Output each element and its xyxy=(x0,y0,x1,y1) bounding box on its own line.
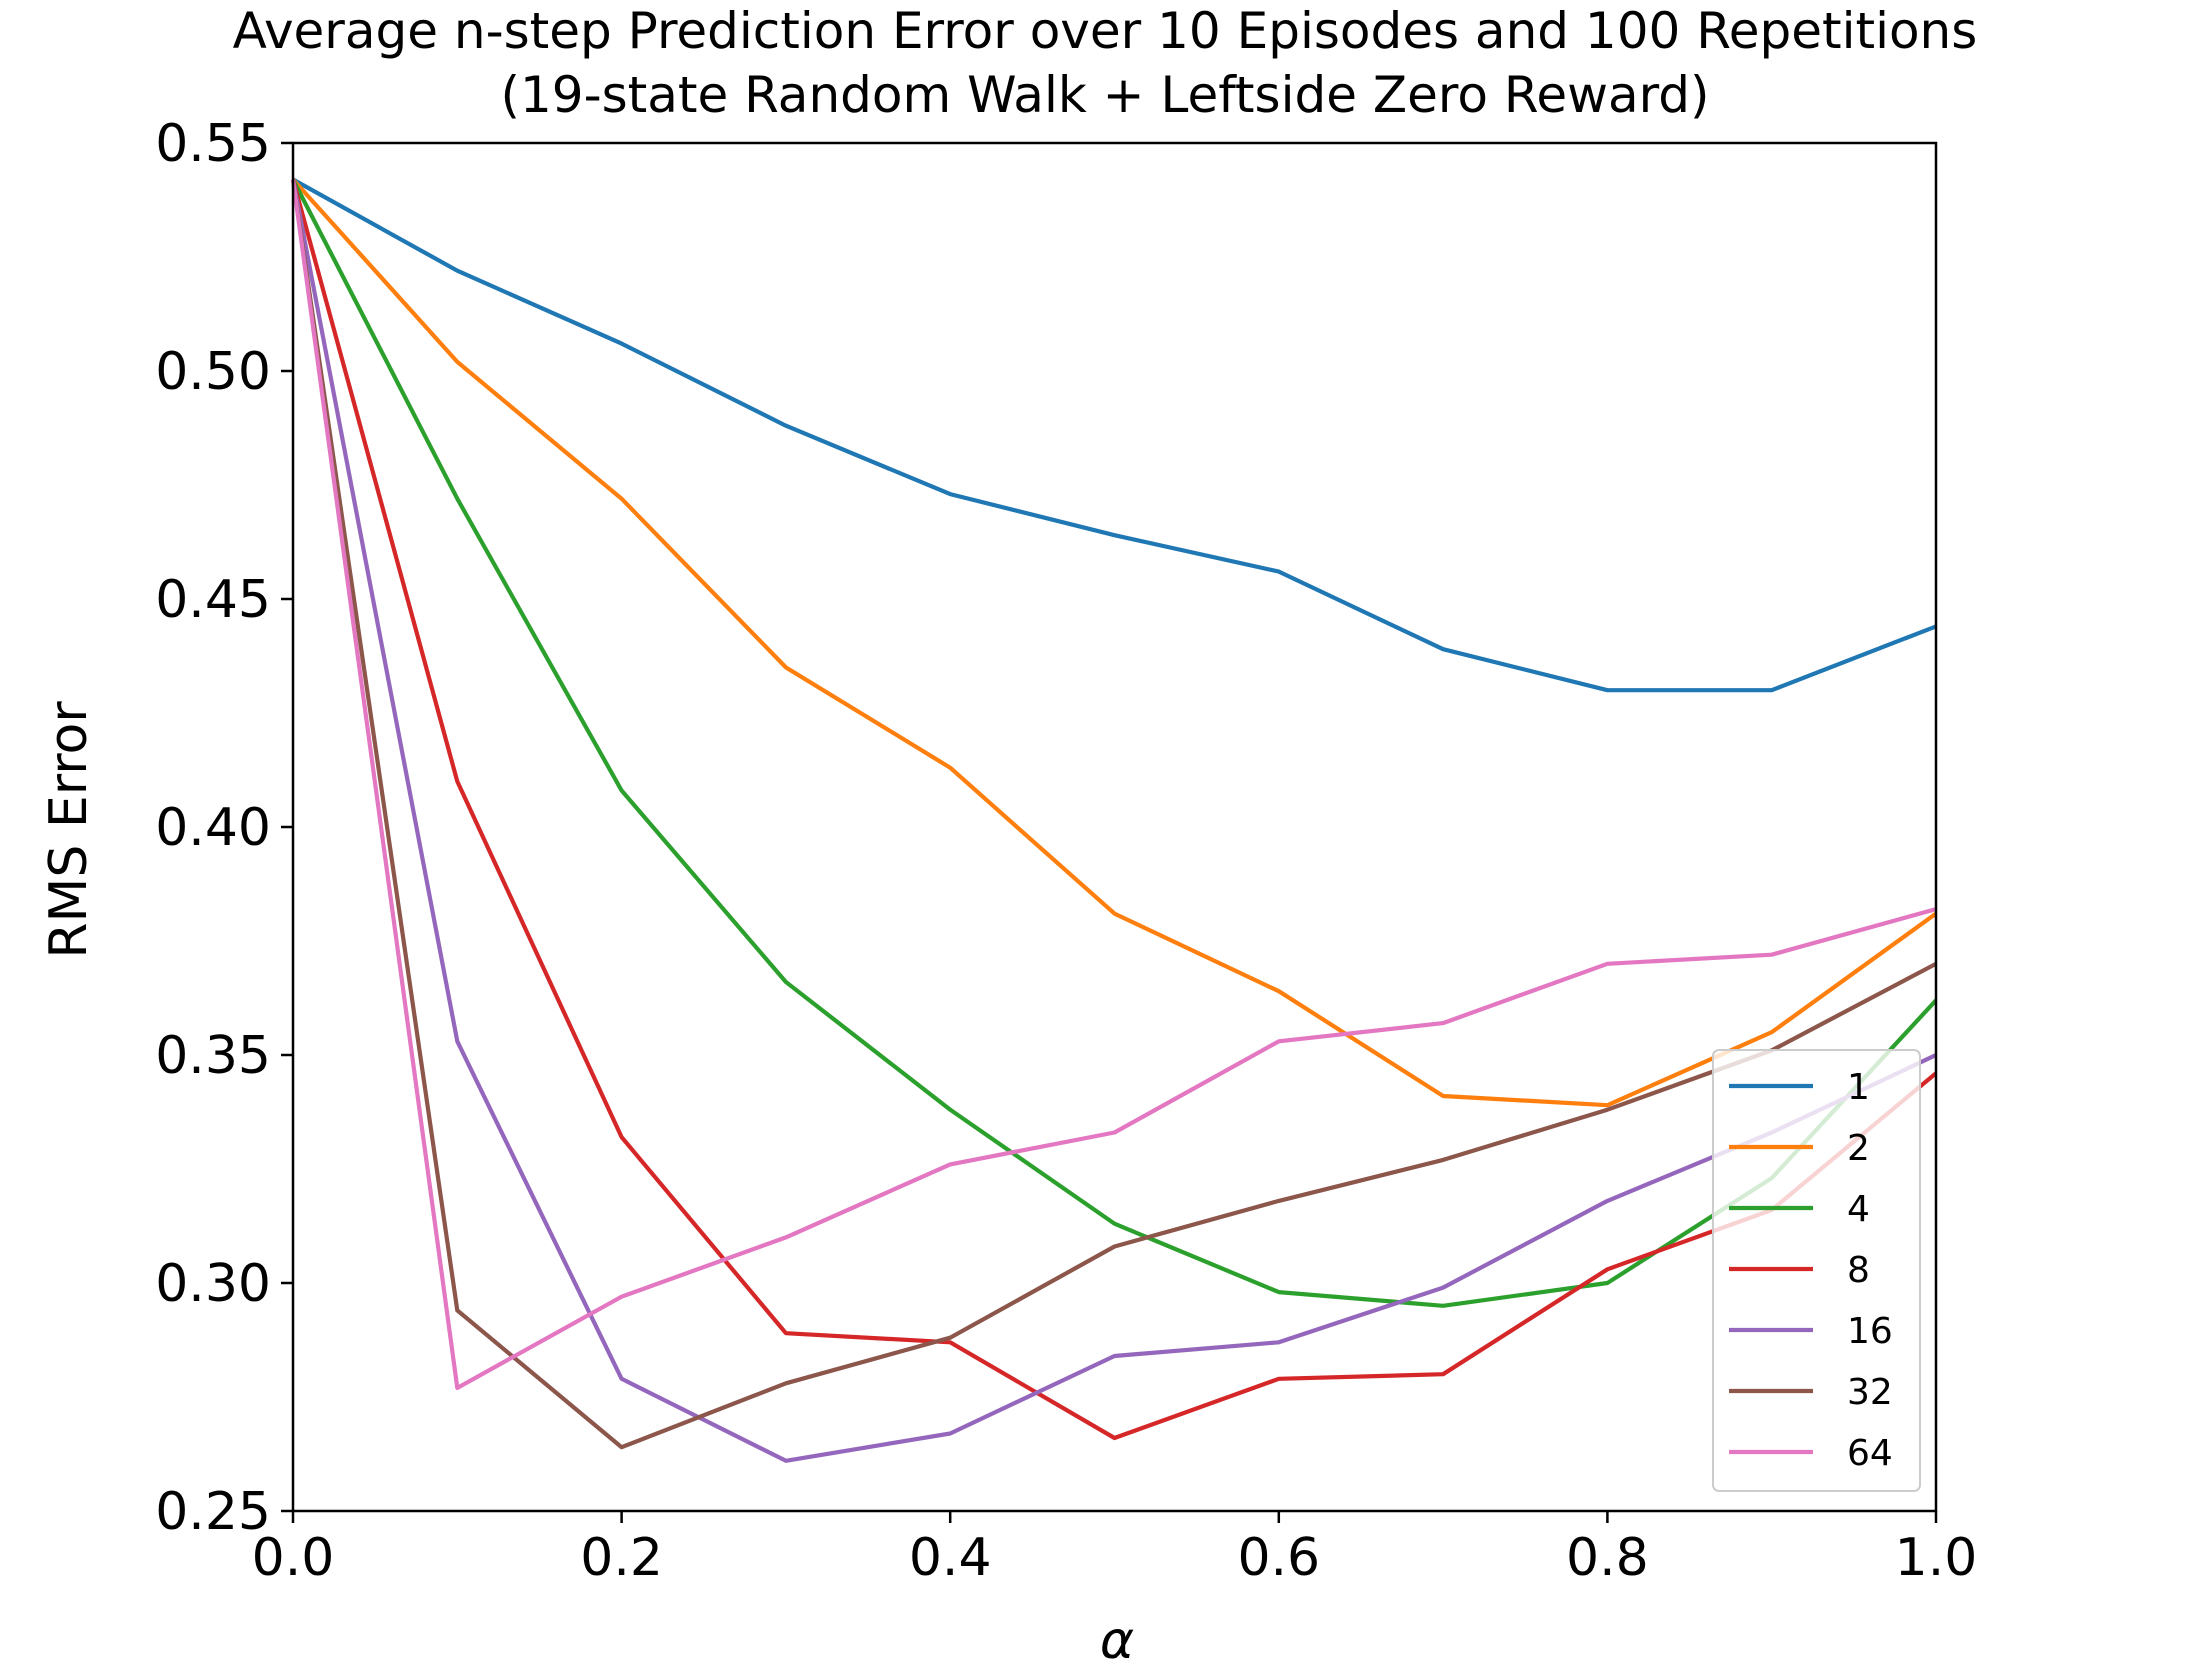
series-line-4 xyxy=(291,178,1938,1308)
y-tick-label: 0.40 xyxy=(155,798,271,858)
series-line-2 xyxy=(291,178,1938,1108)
y-axis-label: RMS Error xyxy=(39,701,99,959)
chart-subtitle: (19-state Random Walk + Leftside Zero Re… xyxy=(500,66,1709,124)
x-tick-label: 0.6 xyxy=(1237,1528,1320,1588)
legend-label-16: 16 xyxy=(1847,1311,1893,1352)
legend-label-32: 32 xyxy=(1847,1372,1893,1413)
y-tick-label: 0.25 xyxy=(155,1482,271,1542)
x-tick-label: 0.0 xyxy=(252,1528,335,1588)
series-line-1 xyxy=(291,177,1937,693)
y-tick-label: 0.30 xyxy=(155,1254,271,1314)
y-tick-label: 0.45 xyxy=(155,570,271,630)
y-tick-label: 0.35 xyxy=(155,1026,271,1086)
legend: 1 2 4 8 16 32 64 xyxy=(1712,1049,1921,1492)
legend-label-4: 4 xyxy=(1847,1189,1870,1230)
plot-frame xyxy=(291,141,1938,1513)
plot-area: 0.0 0.2 0.4 0.6 0.8 1.0 0.25 0.30 0.35 0.40 0.45 0.… xyxy=(155,114,1977,1588)
legend-label-64: 64 xyxy=(1847,1433,1893,1474)
series-line-8 xyxy=(290,178,1938,1441)
series-line-16 xyxy=(290,179,1937,1463)
x-tick-label: 0.4 xyxy=(909,1528,992,1588)
y-tick-label: 0.55 xyxy=(155,114,271,174)
x-tick-label: 0.2 xyxy=(580,1528,663,1588)
legend-label-2: 2 xyxy=(1847,1128,1870,1169)
chart-title: Average n-step Prediction Error over 10 … xyxy=(233,2,1978,60)
legend-box xyxy=(1712,1049,1921,1492)
y-tick-label: 0.50 xyxy=(155,342,271,402)
x-axis-label: α xyxy=(1100,1611,1134,1666)
series-line-32 xyxy=(290,179,1937,1450)
x-tick-label: 0.8 xyxy=(1566,1528,1649,1588)
legend-label-8: 8 xyxy=(1847,1250,1870,1291)
legend-label-1: 1 xyxy=(1847,1067,1870,1108)
series-line-64 xyxy=(290,179,1937,1391)
x-tick-label: 1.0 xyxy=(1895,1528,1978,1588)
